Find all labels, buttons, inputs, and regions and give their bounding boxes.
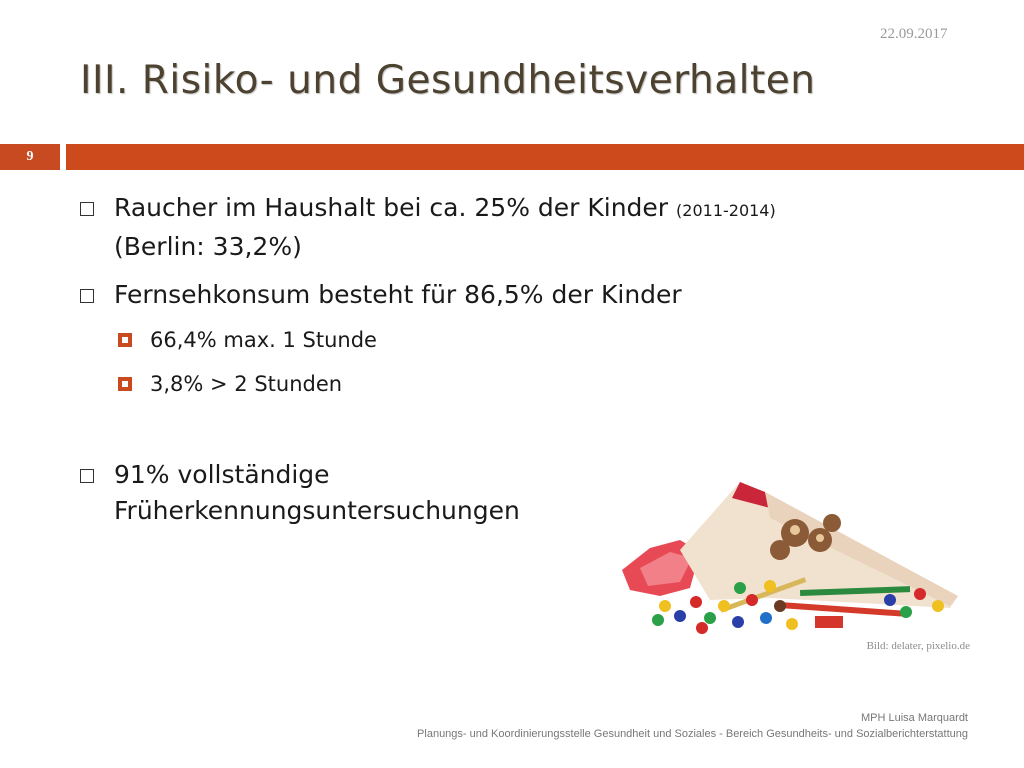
school-cone-candy-image <box>622 482 958 634</box>
filled-square-bullet-icon <box>118 333 132 347</box>
bullet-text-line2: Früherkennungsuntersuchungen <box>114 496 520 525</box>
subbullet-text: 66,4% max. 1 Stunde <box>150 328 377 352</box>
footer-author: MPH Luisa Marquardt <box>861 712 968 724</box>
hollow-square-bullet-icon <box>80 469 94 483</box>
bullet-text: Fernsehkonsum besteht für 86,5% der Kind… <box>114 280 682 309</box>
bullet-text: Raucher im Haushalt bei ca. 25% der Kind… <box>114 193 677 222</box>
bullet-checkups: 91% vollständige Früherkennungsuntersuch… <box>72 457 892 529</box>
bullet-years: (2011-2014) <box>676 201 776 220</box>
hollow-square-bullet-icon <box>80 202 94 216</box>
subbullet-text: 3,8% > 2 Stunden <box>150 372 343 396</box>
bullet-text: 91% vollständige <box>114 460 330 489</box>
bullet-text-line2: (Berlin: 33,2%) <box>114 232 302 261</box>
slide-date: 22.09.2017 <box>880 26 948 42</box>
image-credit: Bild: delater, pixelio.de <box>866 640 970 652</box>
bullet-smokers: Raucher im Haushalt bei ca. 25% der Kind… <box>72 190 892 265</box>
slide-number: 9 <box>0 144 60 170</box>
hollow-square-bullet-icon <box>80 289 94 303</box>
subbullet-tv-2: 3,8% > 2 Stunden <box>118 369 892 399</box>
filled-square-bullet-icon <box>118 377 132 391</box>
bullet-tv: Fernsehkonsum besteht für 86,5% der Kind… <box>72 277 892 313</box>
footer-department: Planungs- und Koordinierungsstelle Gesun… <box>417 728 968 740</box>
subbullet-tv-1: 66,4% max. 1 Stunde <box>118 325 892 355</box>
slide-content: Raucher im Haushalt bei ca. 25% der Kind… <box>72 190 892 541</box>
slide-title: III. Risiko- und Gesundheitsverhalten <box>80 58 816 103</box>
header-rule <box>66 144 1024 170</box>
